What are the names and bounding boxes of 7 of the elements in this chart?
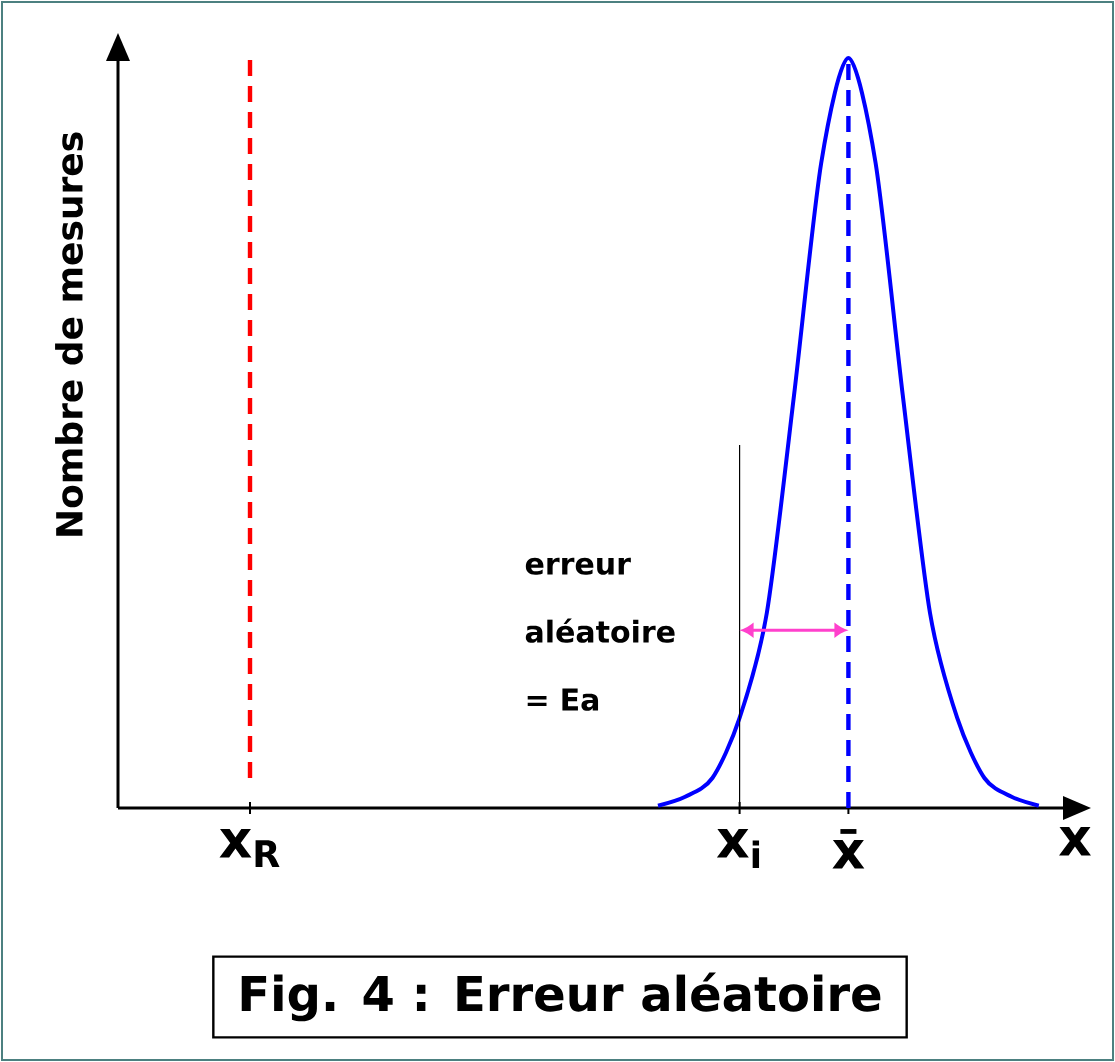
x-axis-title: x [1059, 827, 1091, 856]
text: erreur aléatoire = Ea [525, 557, 675, 711]
text: Fig. 4 : Erreur aléatoire [241, 972, 881, 1022]
x-tick-label: x$_{i}$ [716, 829, 760, 869]
y-axis-title: Nombre de mesures [55, 132, 83, 536]
x-tick-label: x̄ [832, 829, 865, 869]
x-tick-label: x$_{R}$ [219, 829, 280, 867]
